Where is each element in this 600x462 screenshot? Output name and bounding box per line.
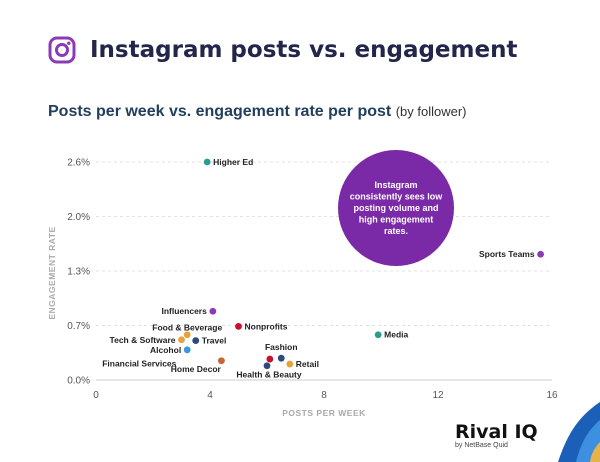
chart-subtitle: Posts per week vs. engagement rate per p… <box>48 103 466 121</box>
y-tick-label: 0.0% <box>67 376 90 387</box>
corner-wave-icon <box>558 402 600 462</box>
data-label: Tech & Software <box>110 335 176 345</box>
data-label: Higher Ed <box>213 157 253 167</box>
y-tick-label: 2.6% <box>67 158 90 169</box>
y-axis-title: ENGAGEMENT RATE <box>47 226 57 319</box>
x-tick-label: 0 <box>93 390 99 401</box>
data-point <box>183 331 191 339</box>
x-tick-label: 4 <box>207 390 213 401</box>
data-point <box>183 346 191 354</box>
callout-text-line: consistently sees low <box>350 192 444 202</box>
data-point <box>537 250 544 258</box>
data-point <box>374 331 382 339</box>
callout-text-line: Instagram <box>374 180 417 190</box>
x-tick-label: 8 <box>321 390 327 401</box>
data-point <box>235 322 242 330</box>
data-label: Media <box>384 330 408 340</box>
data-point <box>286 360 294 368</box>
data-label: Financial Services <box>102 359 176 369</box>
data-point <box>266 355 274 363</box>
data-point <box>203 158 211 166</box>
data-point <box>178 336 185 344</box>
data-label: Influencers <box>161 306 207 316</box>
callout-bubble <box>338 150 454 266</box>
data-point <box>263 362 271 370</box>
y-tick-label: 0.7% <box>67 321 90 332</box>
x-axis-title: POSTS PER WEEK <box>282 408 366 418</box>
subtitle-note: (by follower) <box>395 104 467 119</box>
data-point <box>277 354 285 362</box>
y-tick-label: 2.0% <box>67 212 90 223</box>
data-label: Fashion <box>265 342 298 352</box>
x-tick-label: 12 <box>432 390 444 401</box>
callout-text-line: high engagement <box>359 215 434 225</box>
data-point <box>209 307 217 315</box>
data-point <box>218 357 225 365</box>
logo-subtitle: by NetBase Quid <box>455 442 508 449</box>
data-label: Sports Teams <box>479 249 535 259</box>
data-label: Travel <box>202 336 227 346</box>
callout-text-line: posting volume and <box>353 203 438 213</box>
data-point <box>192 337 200 344</box>
x-tick-label: 16 <box>546 390 558 401</box>
page-title: Instagram posts vs. engagement <box>90 37 518 63</box>
subtitle-main: Posts per week vs. engagement rate per p… <box>48 103 392 120</box>
data-label: Alcohol <box>150 345 181 355</box>
logo: Rival IQ by NetBase Quid <box>455 422 538 449</box>
callout-text-line: rates. <box>384 226 408 236</box>
data-label: Health & Beauty <box>236 370 301 380</box>
logo-name: Rival IQ <box>455 421 538 443</box>
data-label: Retail <box>296 359 319 369</box>
instagram-icon <box>48 36 76 64</box>
y-tick-label: 1.3% <box>67 267 90 278</box>
title-row: Instagram posts vs. engagement <box>48 30 517 70</box>
data-label: Nonprofits <box>245 321 288 331</box>
data-label: Home Decor <box>171 364 222 374</box>
data-label: Food & Beverage <box>152 323 222 333</box>
